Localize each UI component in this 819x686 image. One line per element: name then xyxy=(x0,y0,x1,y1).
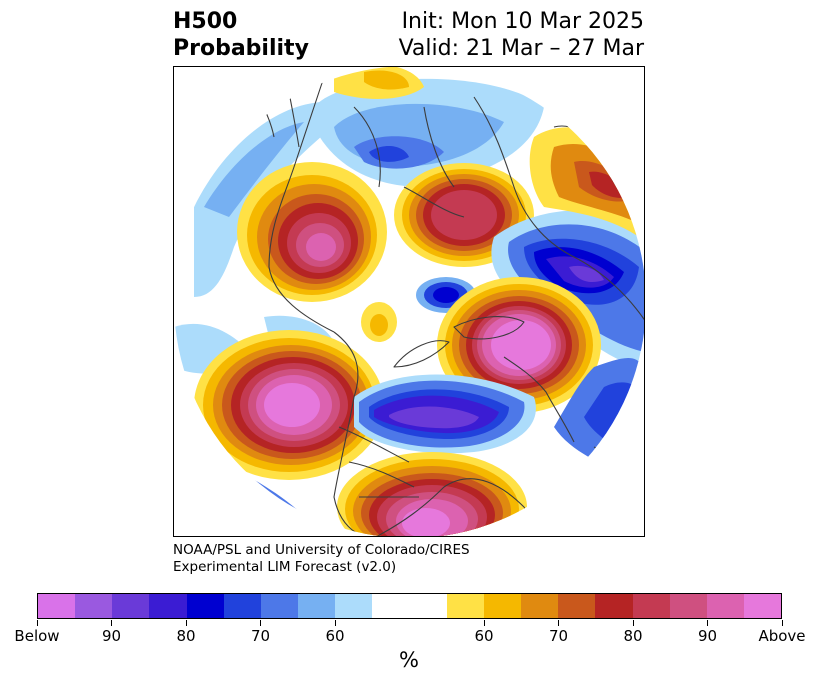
colorbar-segment xyxy=(669,594,707,618)
positive-anomaly-northern-russia xyxy=(394,163,534,267)
colorbar xyxy=(37,593,782,619)
colorbar-tick xyxy=(260,620,261,626)
colorbar-tick-label: 90 xyxy=(697,627,718,645)
colorbar-tick xyxy=(483,620,485,626)
colorbar-segment xyxy=(75,594,113,618)
colorbar-segment xyxy=(372,594,410,618)
init-date: Init: Mon 10 Mar 2025 xyxy=(401,9,644,34)
valid-range: Valid: 21 Mar – 27 Mar xyxy=(398,36,644,61)
map-credit: NOAA/PSL and University of Colorado/CIRE… xyxy=(173,542,470,576)
negative-anomaly-western-europe xyxy=(491,210,644,367)
colorbar-segment xyxy=(149,594,187,618)
colorbar-segment xyxy=(743,594,782,618)
positive-anomaly-north xyxy=(334,67,424,99)
probability-map xyxy=(174,67,644,536)
colorbar-segment xyxy=(558,594,596,618)
variable-title: H500 xyxy=(173,9,238,34)
negative-anomaly-pacific-arctic xyxy=(194,101,354,297)
map-panel xyxy=(173,66,645,537)
colorbar-segment xyxy=(38,594,76,618)
colorbar-tick xyxy=(36,620,38,626)
colorbar-unit: % xyxy=(399,648,419,672)
colorbar-segment xyxy=(112,594,150,618)
colorbar-segment xyxy=(595,594,633,618)
positive-anomaly-north-pacific xyxy=(194,330,384,480)
colorbar-tick-label: 60 xyxy=(474,627,494,645)
colorbar-segment xyxy=(335,594,373,618)
chart-title-left: H500 Probability xyxy=(173,8,309,62)
colorbar-segment xyxy=(223,594,261,618)
colorbar-segment xyxy=(186,594,224,618)
colorbar-segment xyxy=(298,594,336,618)
colorbar-tick-label: 80 xyxy=(176,627,196,645)
colorbar-segment xyxy=(446,594,484,618)
credit-line-2: Experimental LIM Forecast (v2.0) xyxy=(173,559,397,575)
colorbar-tick-label: 80 xyxy=(623,627,643,645)
colorbar-tick xyxy=(781,620,783,626)
colorbar-tick xyxy=(632,620,634,626)
colorbar-segment xyxy=(483,594,522,618)
credit-line-1: NOAA/PSL and University of Colorado/CIRE… xyxy=(173,542,470,558)
chart-title-right: Init: Mon 10 Mar 2025 Valid: 21 Mar – 27… xyxy=(399,8,644,62)
colorbar-tick xyxy=(334,620,336,626)
colorbar-segment xyxy=(706,594,744,618)
colorbar-tick-label: 70 xyxy=(250,627,271,645)
colorbar-tick xyxy=(111,620,112,626)
colorbar-segment xyxy=(409,594,447,618)
colorbar-segment xyxy=(260,594,299,618)
colorbar-tick-label: 60 xyxy=(325,627,345,645)
negative-anomaly-north-america xyxy=(354,374,536,454)
colorbar-tick xyxy=(707,620,708,626)
colorbar-segment xyxy=(521,594,559,618)
colorbar-tick-label: 90 xyxy=(101,627,122,645)
colorbar-tick-label: Below xyxy=(14,627,60,645)
positive-anomaly-east-asia xyxy=(237,162,387,302)
positive-anomaly-small-pole xyxy=(361,302,397,342)
colorbar-tick-label: 70 xyxy=(548,627,569,645)
colorbar-tick xyxy=(558,620,559,626)
product-title: Probability xyxy=(173,36,309,61)
map-contours xyxy=(174,67,644,536)
colorbar-tick-label: Above xyxy=(758,627,806,645)
colorbar-segment xyxy=(632,594,670,618)
colorbar-tick xyxy=(185,620,187,626)
